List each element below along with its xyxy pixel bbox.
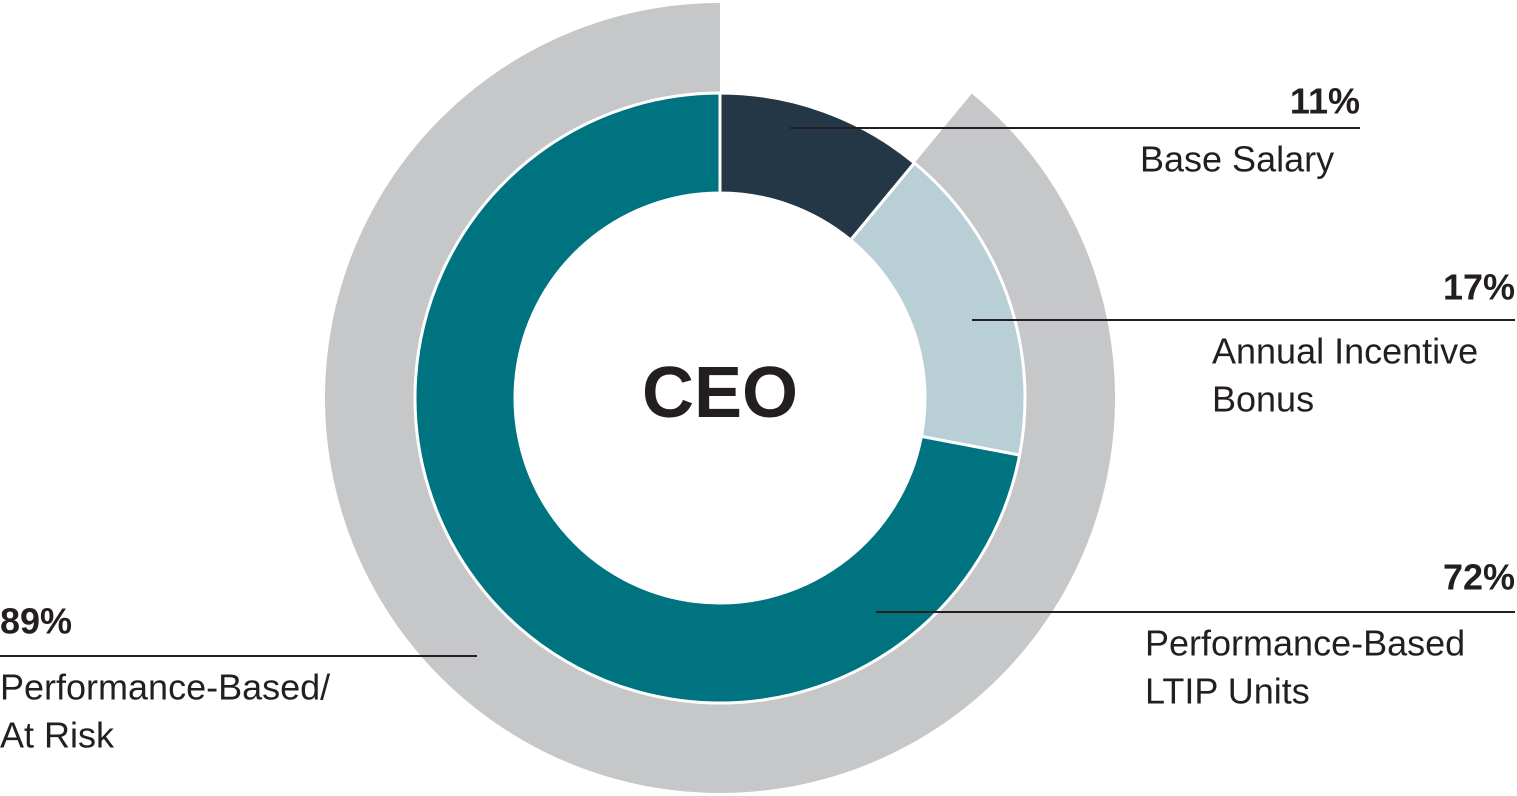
value-label: 17% [1443,267,1515,308]
category-label: At Risk [0,715,115,756]
value-label: 89% [0,601,72,642]
value-label: 72% [1443,557,1515,598]
value-label: 11% [1290,81,1360,122]
donut-segment [413,91,1022,705]
category-label: Performance-Based/ [0,667,330,708]
category-label: Base Salary [1140,139,1334,180]
category-label: Performance-Based [1145,623,1465,664]
category-label: Bonus [1212,379,1314,420]
center-label: CEO [642,353,798,433]
category-label: Annual Incentive [1212,331,1478,372]
category-label: LTIP Units [1145,671,1310,712]
